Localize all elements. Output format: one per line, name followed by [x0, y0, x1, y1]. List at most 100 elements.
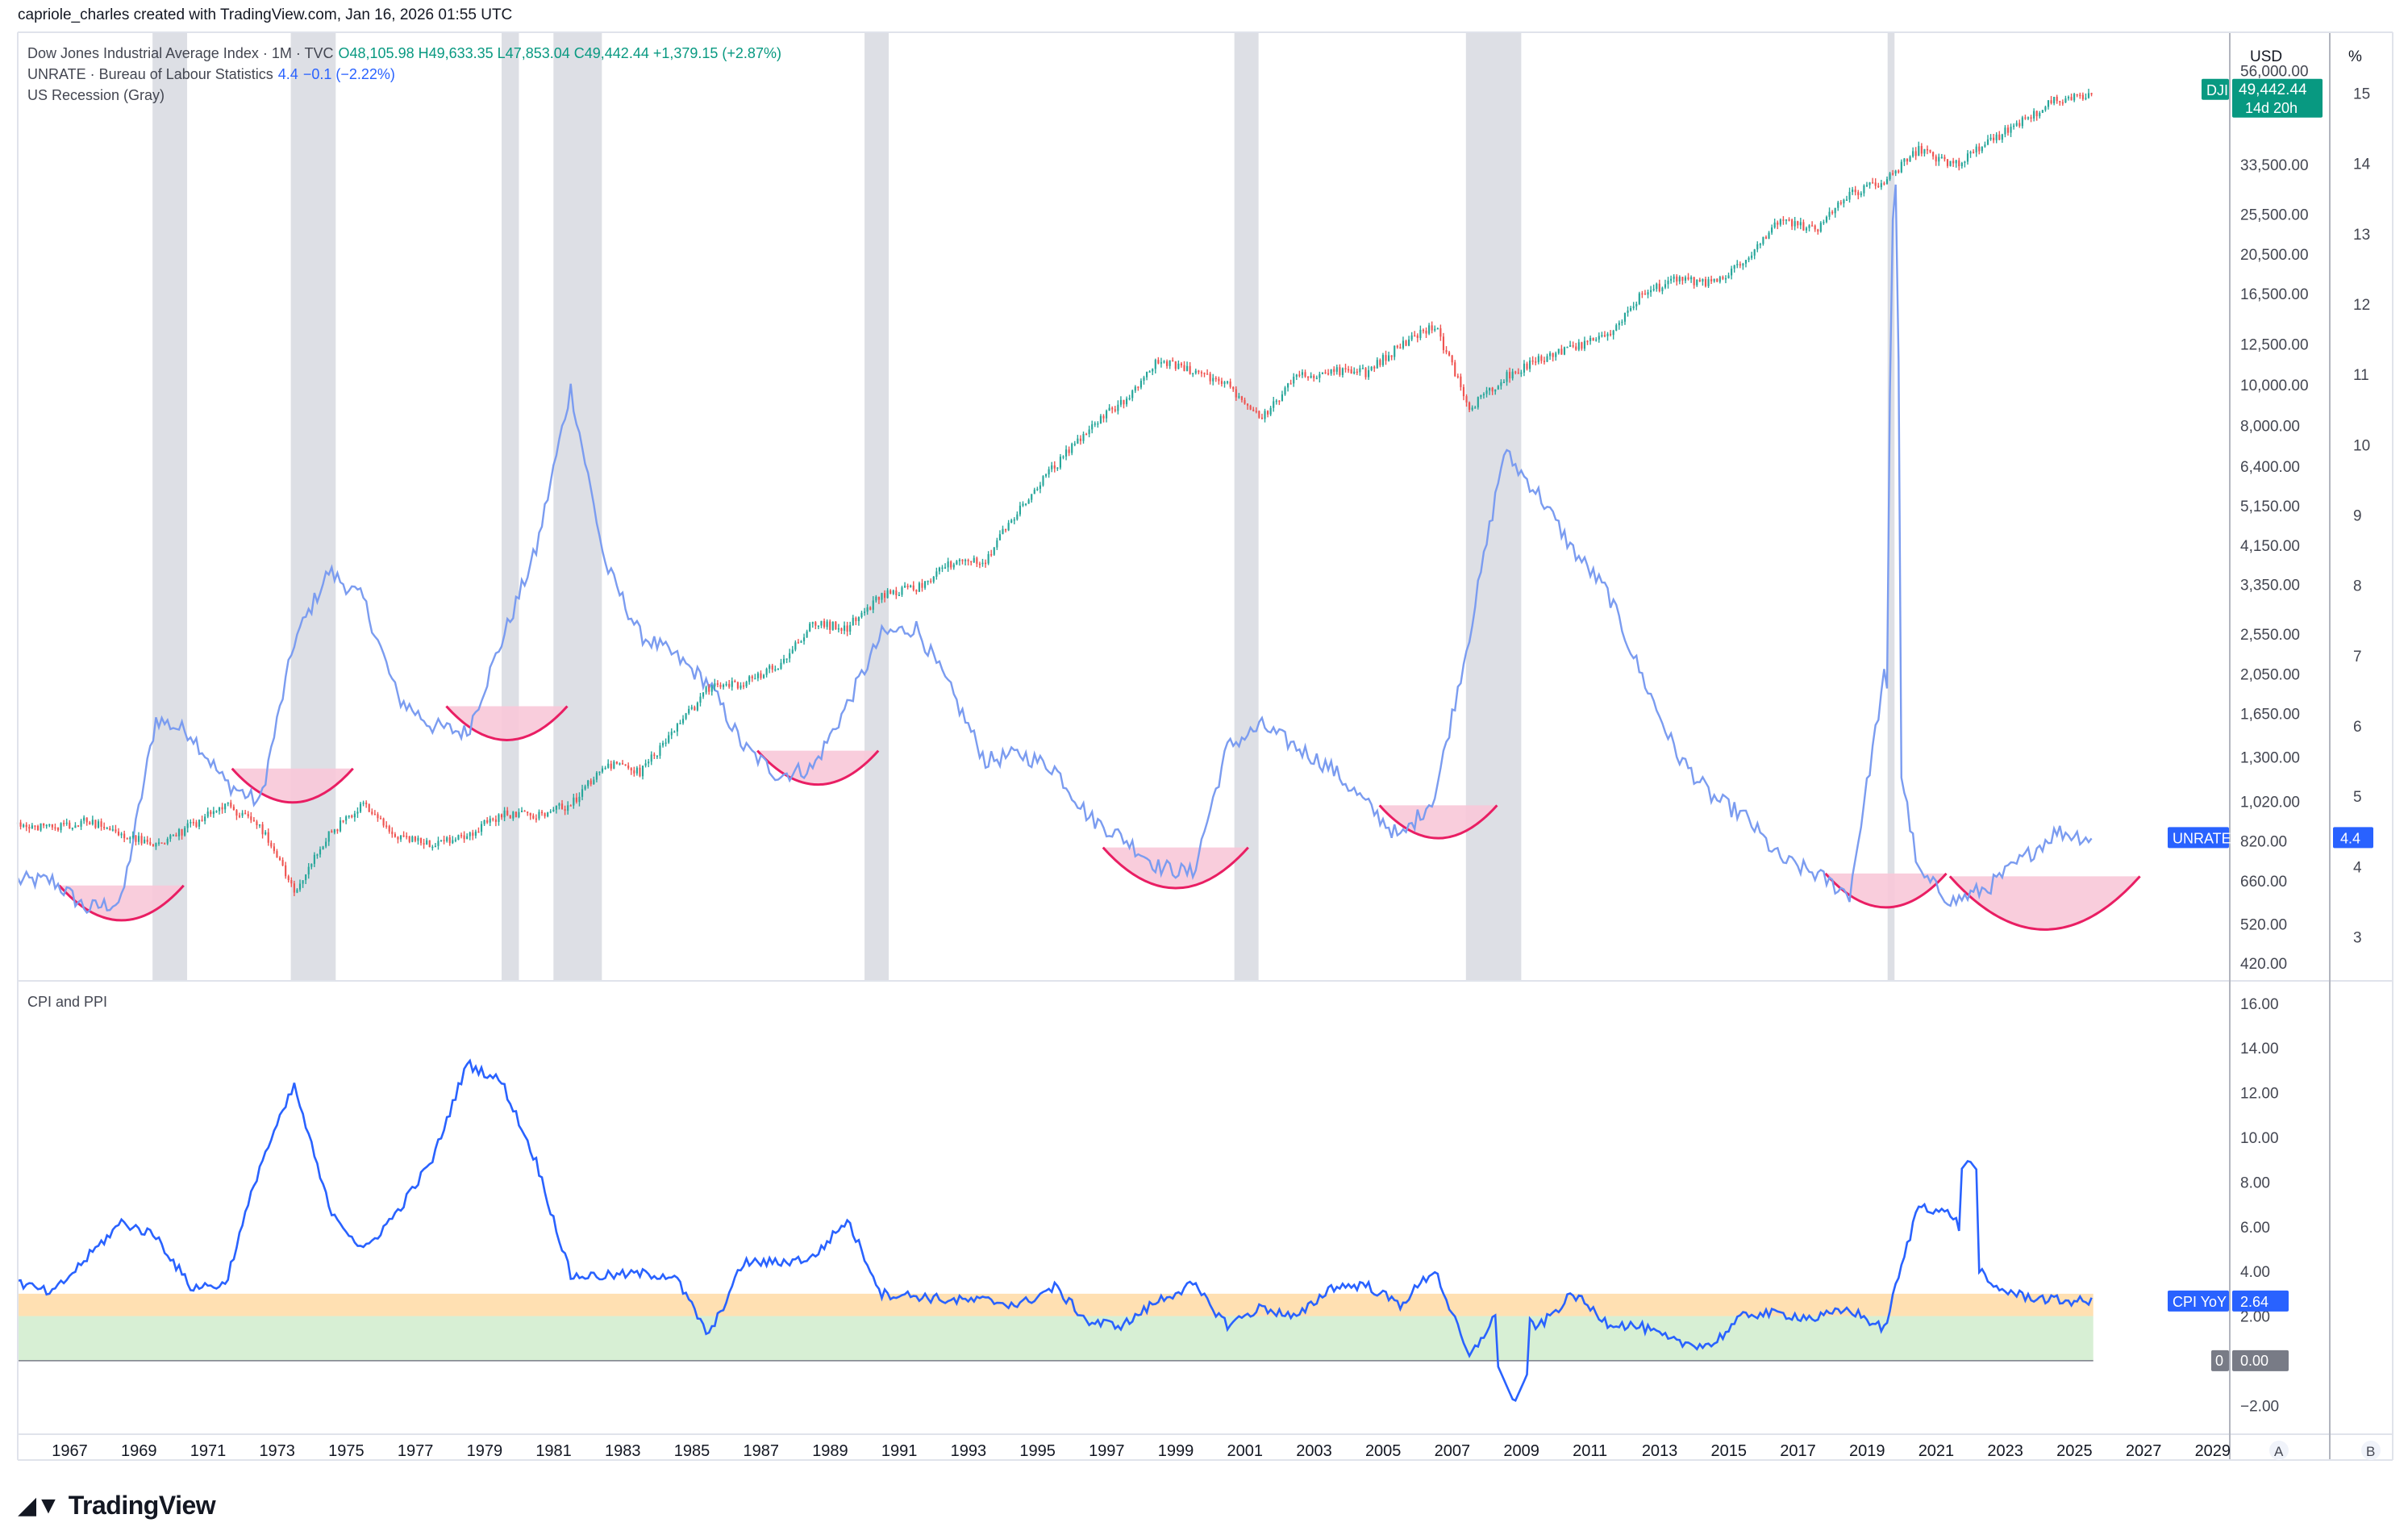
dji-candle-203	[601, 768, 604, 772]
dji-candle-510	[1485, 390, 1488, 394]
dji-candle-543	[1581, 342, 1583, 349]
dji-candle-406	[1186, 365, 1189, 371]
dji-candle-187	[555, 805, 557, 810]
dji-candle-214	[633, 770, 635, 774]
dji-candle-72	[224, 803, 227, 810]
dji-candle-11	[48, 824, 51, 826]
dji-candle-5	[31, 825, 33, 829]
dji-candle-609	[1771, 227, 1773, 233]
cpi-legend[interactable]: CPI and PPI	[27, 994, 108, 1010]
dji-candle-407	[1189, 365, 1191, 374]
dji-candle-124	[373, 814, 376, 816]
dji-candle-324	[950, 561, 952, 568]
dji-candle-449	[1310, 375, 1312, 378]
dji-candle-307	[901, 587, 903, 595]
dji-candle-479	[1396, 345, 1398, 348]
x-tick-1969: 1969	[121, 1442, 157, 1460]
dji-candle-350	[1024, 503, 1027, 505]
dji-candle-411	[1200, 372, 1203, 373]
dji-candle-480	[1399, 347, 1402, 349]
dji-candle-42	[137, 836, 140, 842]
dji-candle-308	[903, 586, 906, 588]
dji-candle-409	[1194, 370, 1197, 373]
dji-candle-430	[1255, 411, 1257, 413]
dji-legend[interactable]: Dow Jones Industrial Average Index · 1M …	[27, 45, 781, 62]
dji-candle-76	[235, 810, 238, 816]
dji-candle-182	[540, 811, 544, 814]
tradingview-logo[interactable]: ◢▼ TradingView	[18, 1491, 216, 1521]
dji-candle-284	[835, 621, 837, 630]
dji-candle-255	[751, 676, 753, 678]
dji-candle-697	[2024, 117, 2027, 119]
dji-candle-595	[1731, 269, 1733, 276]
dji-candle-319	[935, 571, 938, 577]
dji-candle-256	[754, 678, 756, 680]
dji-candle-52	[166, 838, 169, 844]
dji-candle-440	[1284, 387, 1286, 395]
dji-candle-606	[1762, 236, 1764, 244]
unrate-legend[interactable]: UNRATE · Bureau of Labour Statistics 4.4−…	[27, 66, 395, 83]
zero-badge-label: 0	[2215, 1353, 2223, 1369]
dji-candle-500	[1456, 376, 1459, 378]
dji-candle-104	[316, 854, 319, 856]
dji-candle-242	[714, 683, 716, 687]
dji-candle-263	[774, 669, 777, 671]
dji-candle-245	[722, 684, 725, 687]
dji-candle-665	[1932, 152, 1935, 156]
recession-band-0	[152, 32, 188, 981]
dji-candle-414	[1209, 373, 1211, 382]
dji-candle-179	[532, 816, 535, 819]
dji-candle-644	[1872, 182, 1874, 184]
dji-candle-686	[1993, 137, 1995, 140]
recession-legend[interactable]: US Recession (Gray)	[27, 87, 165, 103]
dji-candle-525	[1529, 360, 1531, 369]
dji-candle-211	[624, 764, 627, 766]
dji-candle-258	[760, 673, 762, 678]
dji-candle-441	[1287, 383, 1289, 388]
dji-candle-39	[129, 837, 131, 840]
dji-candle-275	[809, 624, 811, 632]
dji-candle-55	[175, 835, 177, 836]
dji-candle-326	[956, 561, 958, 565]
dji-candle-213	[630, 768, 632, 771]
dji-candle-645	[1874, 182, 1877, 186]
dji-candle-684	[1986, 139, 1989, 145]
dji-candle-457	[1333, 369, 1335, 372]
x-tick-1983: 1983	[605, 1442, 641, 1460]
x-tick-1999: 1999	[1158, 1442, 1194, 1460]
unrate-tick-1: 14	[2353, 156, 2371, 173]
dji-candle-119	[359, 803, 362, 812]
x-tick-2015: 2015	[1711, 1442, 1748, 1460]
unrate-tick-10: 5	[2353, 789, 2362, 806]
dji-candle-419	[1223, 382, 1226, 384]
dji-candle-671	[1949, 161, 1952, 166]
dji-candle-410	[1198, 370, 1200, 373]
dji-candle-690	[2004, 127, 2006, 135]
dji-candle-716	[2079, 94, 2081, 97]
dji-candle-223	[659, 745, 661, 756]
dji-candle-253	[745, 682, 748, 686]
dji-candle-126	[379, 818, 382, 820]
dji-candle-220	[650, 754, 652, 762]
dji-candle-670	[1946, 159, 1949, 166]
dji-candle-695	[2018, 123, 2021, 127]
dji-candle-435	[1269, 407, 1272, 415]
dji-candle-704	[2044, 106, 2047, 111]
percent-label: %	[2348, 48, 2362, 65]
dji-candle-327	[958, 559, 960, 561]
price-tick-5: 12,500.00	[2240, 337, 2309, 354]
dji-candle-113	[342, 820, 344, 822]
dji-candle-178	[529, 812, 531, 816]
dji-candle-374	[1094, 423, 1096, 425]
dji-candle-149	[446, 837, 448, 841]
dji-candle-340	[996, 540, 998, 548]
dji-candle-288	[846, 625, 848, 632]
dji-candle-289	[849, 625, 852, 632]
cpi-tick-3: 10.00	[2240, 1130, 2279, 1147]
dji-candle-381	[1114, 409, 1116, 411]
dji-candle-400	[1169, 360, 1171, 366]
dji-candle-360	[1053, 465, 1056, 469]
x-tick-2027: 2027	[2126, 1442, 2162, 1460]
dji-candle-205	[607, 763, 610, 768]
dji-candle-99	[302, 880, 304, 884]
